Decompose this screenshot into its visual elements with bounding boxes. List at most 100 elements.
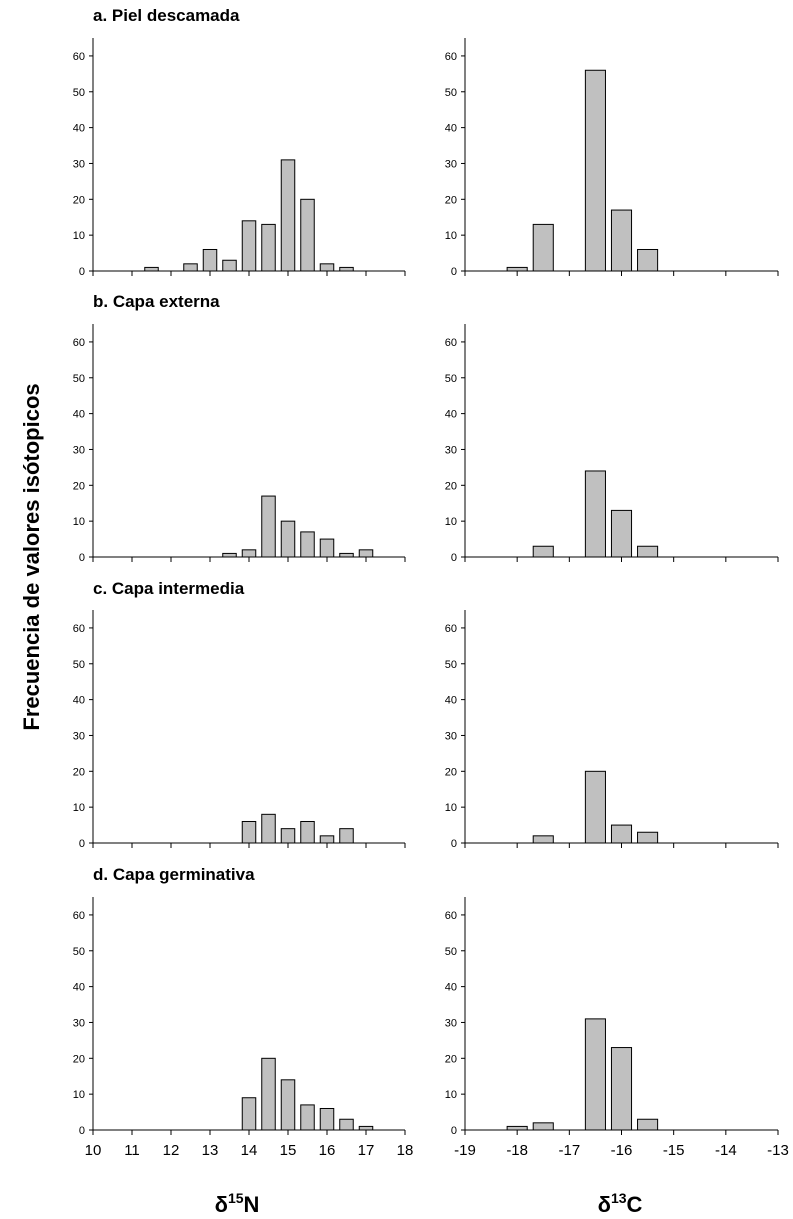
bar <box>261 813 276 844</box>
bar <box>202 248 218 272</box>
x-tick-label: 14 <box>241 1142 258 1159</box>
bar <box>584 770 606 844</box>
x-tick-label: -18 <box>506 1142 528 1159</box>
y-tick-label: 0 <box>451 266 457 278</box>
y-tick-label: 10 <box>73 230 85 242</box>
y-tick-label: 50 <box>445 87 457 99</box>
y-tick-label: 60 <box>73 51 85 63</box>
x-tick-label: 13 <box>202 1142 219 1159</box>
x-tick-label: 11 <box>124 1142 140 1159</box>
x-axis-title-carbon: δ13C <box>598 1190 643 1217</box>
bar <box>280 828 296 844</box>
y-tick-label: 40 <box>445 982 457 994</box>
bar <box>261 223 276 272</box>
bar <box>300 531 315 558</box>
bar <box>610 209 633 272</box>
x-tick-label: -16 <box>611 1142 633 1159</box>
y-tick-label: 10 <box>445 1089 457 1101</box>
y-tick-label: 0 <box>79 266 85 278</box>
chart-c-c13: 0 10 20 30 40 50 60 <box>445 610 779 850</box>
bar <box>261 1057 276 1131</box>
bar <box>358 549 374 558</box>
y-tick-label: 60 <box>73 910 85 922</box>
bar <box>584 69 606 272</box>
bar <box>339 828 354 844</box>
bar <box>358 1125 374 1131</box>
bar <box>319 835 335 844</box>
y-tick-label: 20 <box>445 194 457 206</box>
y-tick-label: 30 <box>73 730 85 742</box>
panel-title-c: c. Capa intermedia <box>93 579 245 598</box>
y-tick-label: 0 <box>451 838 457 850</box>
bar <box>610 509 633 558</box>
bar <box>261 495 276 558</box>
y-tick-label: 40 <box>73 123 85 135</box>
bar <box>610 824 633 844</box>
x-tick-label: 12 <box>163 1142 180 1159</box>
bar <box>532 545 554 558</box>
panel-title-d: d. Capa germinativa <box>93 865 255 884</box>
x-tick-label: 10 <box>85 1142 102 1159</box>
y-tick-label: 10 <box>445 230 457 242</box>
y-tick-label: 50 <box>73 946 85 958</box>
bar <box>584 470 606 558</box>
x-tick-label: 15 <box>280 1142 297 1159</box>
y-tick-label: 0 <box>79 552 85 564</box>
y-tick-label: 30 <box>445 444 457 456</box>
y-tick-label: 10 <box>73 1089 85 1101</box>
bar <box>637 545 659 558</box>
x-tick-label: -19 <box>454 1142 476 1159</box>
y-tick-label: 40 <box>445 409 457 421</box>
bar <box>183 263 198 272</box>
y-tick-label: 10 <box>73 802 85 814</box>
y-tick-label: 20 <box>445 766 457 778</box>
bar <box>610 1047 633 1131</box>
y-tick-label: 30 <box>73 158 85 170</box>
y-tick-label: 20 <box>73 766 85 778</box>
y-tick-label: 30 <box>73 444 85 456</box>
bar <box>339 552 354 558</box>
y-axis-title: Frecuencia de valores isótopicos <box>19 383 44 730</box>
bar <box>339 266 354 272</box>
y-tick-label: 60 <box>73 337 85 349</box>
y-tick-label: 10 <box>73 516 85 528</box>
chart-a-n15: 0 10 20 30 40 50 60 <box>73 38 406 278</box>
y-tick-label: 40 <box>73 695 85 707</box>
y-tick-label: 20 <box>73 194 85 206</box>
bar <box>532 1122 554 1131</box>
y-tick-label: 50 <box>73 373 85 385</box>
x-tick-label: -14 <box>715 1142 737 1159</box>
y-tick-label: 60 <box>445 51 457 63</box>
x-tick-label: 18 <box>397 1142 414 1159</box>
y-tick-label: 0 <box>79 838 85 850</box>
bar <box>300 820 315 844</box>
bar <box>532 223 554 272</box>
y-tick-label: 0 <box>79 1125 85 1137</box>
x-tick-label: 16 <box>319 1142 336 1159</box>
y-tick-label: 20 <box>73 480 85 492</box>
bar <box>506 1125 528 1131</box>
bar <box>637 1118 659 1131</box>
bar <box>241 220 257 272</box>
y-tick-label: 60 <box>445 623 457 635</box>
bar <box>280 159 296 272</box>
y-tick-label: 40 <box>445 123 457 135</box>
bar <box>319 1107 335 1131</box>
chart-d-c13: 0 10 20 30 40 50 60 -19 -18 -17 -16 -15 -14 -13 <box>445 897 789 1159</box>
y-tick-label: 50 <box>73 659 85 671</box>
y-tick-label: 40 <box>73 982 85 994</box>
x-tick-label: 17 <box>358 1142 375 1159</box>
y-tick-label: 50 <box>73 87 85 99</box>
bar <box>584 1018 606 1131</box>
bar <box>241 1097 257 1131</box>
y-tick-label: 50 <box>445 659 457 671</box>
y-tick-label: 0 <box>451 552 457 564</box>
y-tick-label: 60 <box>73 623 85 635</box>
y-tick-label: 40 <box>445 695 457 707</box>
bar <box>241 549 257 558</box>
bar <box>222 552 237 558</box>
y-tick-label: 10 <box>445 802 457 814</box>
y-tick-label: 20 <box>445 1053 457 1065</box>
